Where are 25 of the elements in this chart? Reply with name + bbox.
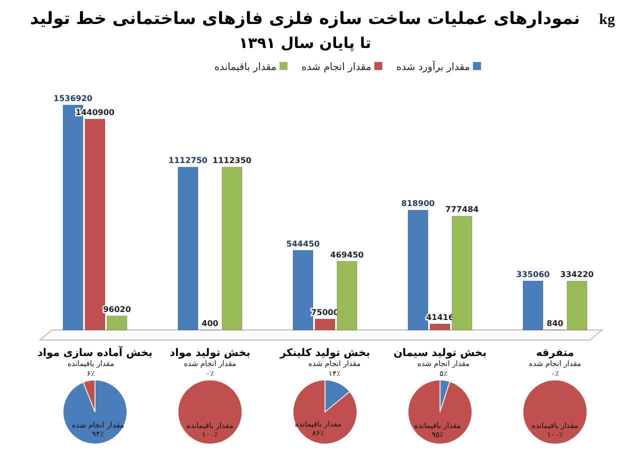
data-label: 1536920: [54, 94, 93, 103]
legend-label: مقدار انجام شده: [302, 62, 372, 73]
data-label: 544450: [286, 239, 320, 248]
chart-subtitle: تا پایان سال ۱۳۹۱: [238, 34, 372, 52]
x-tick-label: بخش تولید کلینکر: [278, 347, 370, 359]
pie-slice: [62, 380, 128, 444]
legend-label: مقدار برآورد شده: [396, 60, 470, 73]
data-label: 469450: [330, 250, 364, 260]
x-tick-label: بخش آماده سازی مواد: [38, 345, 153, 359]
data-label: 840: [546, 318, 564, 328]
x-tick-label: متفرقه: [536, 347, 574, 359]
data-label: 777484: [445, 205, 480, 214]
x-tick-label: بخش تولید مواد: [170, 347, 250, 359]
y-axis-title: kg: [599, 12, 616, 28]
chart-title: نمودارهای عملیات ساخت سازه فلزی فازهای ساختمانی خط تولید: [30, 9, 580, 29]
data-label: 335060: [516, 270, 550, 279]
data-label: 400: [202, 318, 219, 328]
data-label: 1112350: [212, 156, 252, 166]
data-label: 818900: [401, 199, 436, 208]
pie-slice: [292, 380, 358, 444]
data-label: 1112750: [168, 156, 208, 166]
pie-slice: [408, 380, 472, 444]
data-label: 334220: [560, 270, 594, 280]
x-tick-label: بخش تولید سیمان: [393, 347, 487, 359]
legend-label: مقدار باقیمانده: [214, 62, 277, 73]
